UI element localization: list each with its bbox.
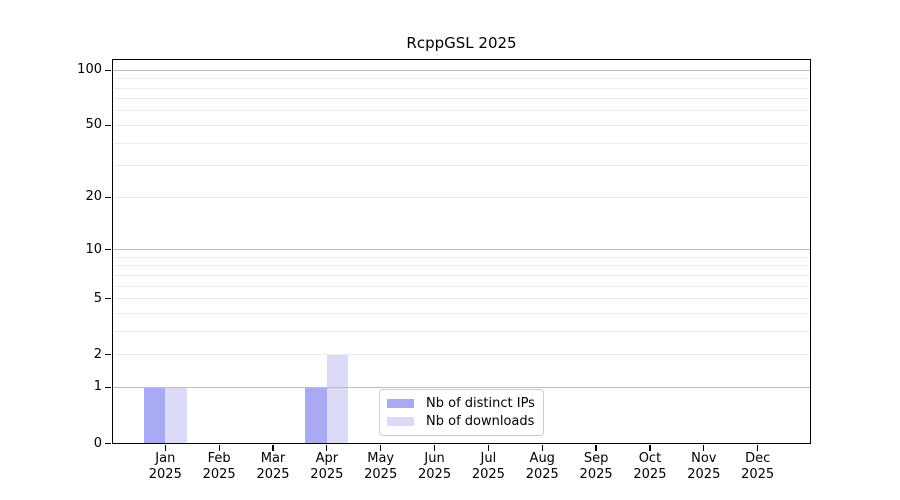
minor-gridline (112, 285, 811, 287)
major-gridline (112, 69, 811, 71)
y-tick-label: 20 (85, 189, 102, 205)
minor-gridline (112, 165, 811, 167)
legend: Nb of distinct IPs Nb of downloads (379, 389, 544, 436)
x-tick (487, 445, 490, 451)
x-tick-label: Mar 2025 (256, 450, 290, 483)
minor-gridline (112, 354, 811, 356)
minor-gridline (112, 78, 811, 80)
x-tick (326, 445, 328, 451)
bar-apr-series0 (305, 387, 327, 444)
bar-jan-series0 (143, 387, 166, 444)
minor-gridline (112, 196, 811, 198)
y-tick-label: 50 (85, 117, 102, 133)
x-tick (380, 445, 382, 451)
minor-gridline (112, 274, 811, 276)
bar-jan-series1 (165, 387, 187, 444)
x-tick (541, 445, 543, 451)
x-tick (757, 445, 759, 451)
y-tick (105, 248, 111, 251)
legend-item-downloads: Nb of downloads (387, 414, 543, 429)
downloads-swatch (387, 417, 414, 426)
legend-label: Nb of downloads (426, 414, 535, 429)
minor-gridline (112, 298, 811, 300)
plot-area: 0 1 2 5 10 20 50 100 Jan 2025 Feb 2025 Mar 2025 Ap… (77, 59, 811, 482)
x-tick (649, 445, 651, 451)
y-tick (105, 124, 111, 127)
x-tick-label: May 2025 (364, 450, 398, 483)
x-axis: Jan 2025 Feb 2025 Mar 2025 Apr 2025 May 2025… (112, 59, 811, 482)
y-axis: 0 1 2 5 10 20 50 100 (77, 59, 811, 451)
bars-layer (112, 59, 811, 444)
y-tick-label: 5 (93, 290, 102, 306)
y-tick (105, 196, 111, 198)
y-tick-label: 0 (93, 435, 102, 451)
minor-gridline (112, 98, 811, 100)
x-tick (703, 445, 705, 451)
minor-gridline (112, 87, 811, 89)
minor-gridline (112, 142, 811, 144)
y-tick-label: 2 (93, 346, 102, 362)
x-tick-label: Nov 2025 (687, 450, 721, 483)
x-tick-label: Jun 2025 (418, 450, 452, 483)
x-tick (433, 445, 436, 451)
y-tick (105, 69, 111, 71)
y-tick-label: 10 (85, 241, 102, 257)
x-tick-label: Aug 2025 (525, 450, 559, 483)
x-tick-label: Jul 2025 (471, 450, 505, 483)
y-tick (105, 353, 111, 356)
legend-item-distinct-ips: Nb of distinct IPs (387, 396, 543, 411)
x-tick (272, 445, 274, 451)
major-gridline (112, 386, 811, 389)
x-tick-label: Apr 2025 (310, 450, 344, 483)
legend-label: Nb of distinct IPs (426, 396, 535, 411)
y-tick (105, 442, 111, 445)
y-tick-label: 1 (93, 379, 102, 395)
distinct-ips-swatch (387, 399, 414, 408)
x-tick-label: Dec 2025 (741, 450, 775, 483)
major-gridline (112, 248, 811, 251)
minor-gridline (112, 265, 811, 267)
chart-title: RcppGSL 2025 (406, 34, 517, 52)
bar-apr-series1 (326, 354, 349, 444)
minor-gridline (112, 110, 811, 112)
grid-layer (112, 59, 811, 444)
minor-gridline (112, 312, 811, 314)
y-tick (105, 297, 111, 300)
y-tick-label: 100 (77, 62, 102, 78)
x-tick-label: Sep 2025 (579, 450, 613, 483)
minor-gridline (112, 124, 811, 126)
minor-gridline (112, 256, 811, 258)
y-tick (105, 386, 111, 389)
x-tick (218, 445, 220, 451)
x-tick (595, 445, 597, 451)
minor-gridline (112, 330, 811, 332)
x-tick (164, 445, 166, 451)
x-tick-label: Jan 2025 (148, 450, 182, 483)
x-tick-label: Oct 2025 (633, 450, 667, 483)
x-tick-label: Feb 2025 (202, 450, 236, 483)
